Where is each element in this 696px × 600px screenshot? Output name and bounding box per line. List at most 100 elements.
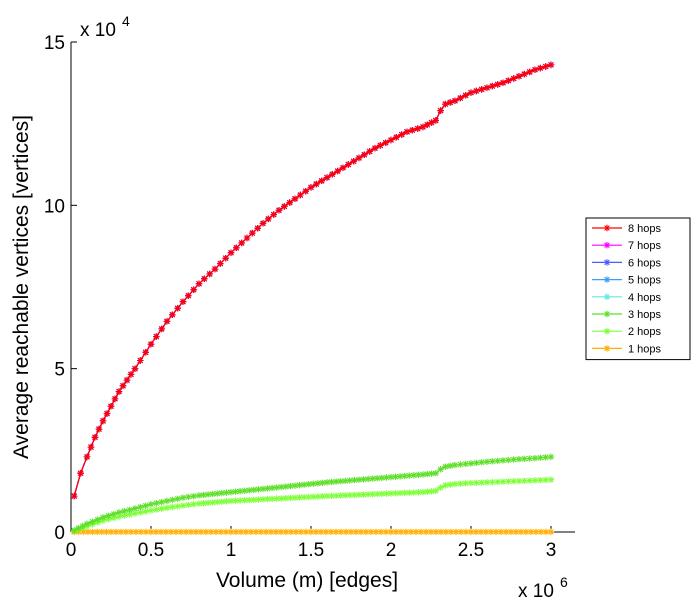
series-8-hops-point <box>179 298 187 305</box>
series-8-hops-point <box>142 349 149 356</box>
series-3-hops-point <box>415 471 422 479</box>
series-2-hops-point <box>264 495 271 503</box>
legend-label: 3 hops <box>628 309 662 321</box>
series-1-hops-point <box>287 528 295 536</box>
series-8-hops-point <box>339 164 347 171</box>
series-2-hops-point <box>360 491 367 498</box>
series-8-hops-point <box>185 292 192 299</box>
series-8-hops-point <box>345 161 352 168</box>
series-1-hops-point <box>132 528 140 536</box>
legend-box <box>585 217 691 361</box>
series-1-hops-point <box>432 528 440 536</box>
legend-label: 1 hops <box>628 343 662 355</box>
x-tick-label: 2.5 <box>458 540 484 561</box>
series-2-hops-point <box>126 511 133 518</box>
series-3-hops-point <box>547 453 555 461</box>
series-2-hops-point <box>232 497 239 504</box>
series-2-hops-point <box>153 506 160 513</box>
series-3-hops-point <box>300 481 308 488</box>
series-1-hops-point <box>362 528 370 536</box>
series-3-hops-point <box>447 462 454 470</box>
series-2-hops-point <box>526 477 533 484</box>
series-8-hops-point <box>206 270 213 278</box>
series-2-hops-point <box>369 491 376 498</box>
series-2-hops-point <box>115 513 123 520</box>
series-2-hops-point <box>419 488 427 496</box>
y-tick-label: 15 <box>44 33 65 54</box>
series-3-hops-point <box>428 470 435 477</box>
series-3-hops-point <box>204 491 212 498</box>
series-2-hops <box>71 476 555 535</box>
series-2-hops-point <box>387 490 395 497</box>
series-1-hops-point <box>402 528 410 536</box>
series-3-hops-point <box>521 455 528 463</box>
series-2-hops-point <box>314 493 322 500</box>
series-8-hops-point <box>419 123 427 131</box>
series-3-hops-point <box>314 480 322 487</box>
series-3-hops-point <box>473 459 480 467</box>
series-8-hops-point <box>153 333 160 340</box>
series-8-hops-point <box>515 73 523 80</box>
series-3-hops-point <box>99 514 107 521</box>
series-8-hops-point <box>127 371 135 378</box>
legend-item-3-hops: 3 hops <box>592 309 662 321</box>
series-3-hops-point <box>337 478 344 485</box>
x-axis-multiplier-base: x 10 <box>518 581 554 600</box>
series-1-hops-point <box>392 528 400 536</box>
series-1-hops-point <box>522 528 530 536</box>
series-8-hops-point <box>238 239 245 247</box>
series-2-hops-point <box>190 501 197 508</box>
series-2-hops-point <box>179 502 187 509</box>
series-3-hops-point <box>71 527 78 534</box>
series-3-hops-point <box>406 472 413 479</box>
series-1-hops-point <box>542 528 550 536</box>
y-axis-multiplier: x 10 4 <box>80 13 130 41</box>
series-2-hops-point <box>355 491 363 498</box>
series-1-hops-point <box>147 528 155 536</box>
series-1-hops-point <box>272 528 280 536</box>
series-8-hops-point <box>467 89 475 96</box>
series-2-hops-point <box>282 494 290 502</box>
series-8-hops-point <box>147 340 155 348</box>
legend-marker-point <box>603 276 611 283</box>
series-3-hops-point <box>515 455 523 463</box>
series-3-hops-point <box>209 490 216 498</box>
legend-marker-point <box>603 259 611 266</box>
series-1-hops-point <box>517 528 525 536</box>
series-1-hops-point <box>317 528 325 536</box>
series-1-hops-point <box>337 528 345 536</box>
legend-item-8-hops: 8 hops <box>592 223 662 235</box>
series-3-hops-point <box>360 476 367 483</box>
series-8-hops-point <box>478 86 485 93</box>
series-3-hops-point <box>537 454 544 461</box>
series-3-hops-point <box>437 466 444 473</box>
series-8-hops-point <box>169 311 176 318</box>
series-1-hops-point <box>137 528 145 536</box>
series-1-hops-point <box>227 528 235 536</box>
legend-label: 7 hops <box>628 240 662 252</box>
legend-item-5-hops: 5 hops <box>592 275 662 287</box>
series-1-hops-point <box>492 528 500 536</box>
series-8-hops-point <box>547 61 555 69</box>
series-3-hops <box>71 453 555 534</box>
series-2-hops-point <box>447 481 454 488</box>
series-3-hops-point <box>250 486 258 494</box>
series-8-hops <box>71 61 555 500</box>
series-1-hops-point <box>407 528 415 536</box>
legend-label: 8 hops <box>628 223 662 235</box>
series-1-hops-point <box>482 528 490 536</box>
series-1-hops-point <box>142 528 150 536</box>
series-3-hops-point <box>218 489 226 497</box>
series-1-hops-point <box>162 528 170 536</box>
series-3-hops-point <box>328 478 335 486</box>
series-2-hops-point <box>342 492 349 499</box>
series-2-hops-point <box>323 492 331 500</box>
series-8-hops-point <box>371 144 379 152</box>
series-1-hops-point <box>247 528 255 536</box>
series-1-hops-point <box>297 528 305 536</box>
series-3-hops-point <box>305 481 312 488</box>
series-1-hops-point <box>532 528 540 536</box>
series-8-hops-point <box>542 63 549 70</box>
series-2-hops-point <box>406 489 413 496</box>
